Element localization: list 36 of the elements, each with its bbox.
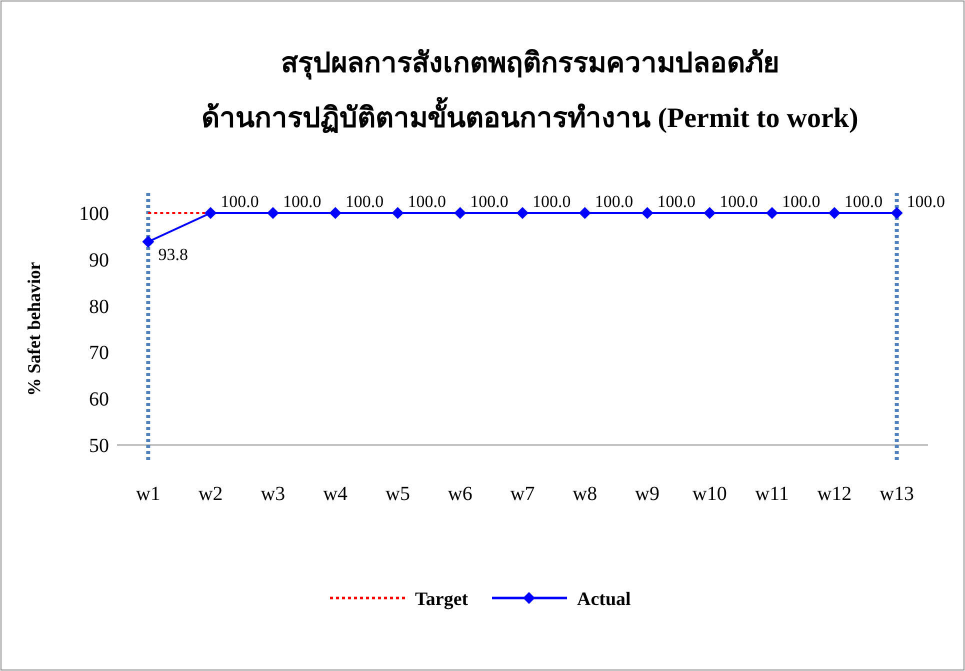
y-axis-title: % Safet behavior: [24, 262, 44, 396]
x-tick-label: w13: [880, 483, 914, 505]
data-label: 100.0: [532, 192, 571, 211]
y-tick-label: 80: [89, 296, 109, 318]
x-tick-label: w6: [448, 483, 472, 505]
data-label: 100.0: [782, 192, 820, 211]
x-tick-label: w2: [198, 483, 223, 505]
data-label: 100.0: [408, 192, 446, 211]
y-tick-label: 90: [89, 249, 109, 272]
y-tick-label: 50: [89, 435, 109, 457]
data-label: 100.0: [470, 192, 508, 211]
data-label: 100.0: [844, 192, 883, 211]
data-label: 100.0: [906, 192, 946, 211]
x-tick-label: w1: [136, 483, 160, 505]
x-tick-label: w3: [260, 483, 286, 505]
x-tick-label: w12: [817, 483, 852, 505]
x-tick-label: w4: [323, 483, 348, 505]
data-label: 100.0: [220, 192, 259, 211]
data-label: 100.0: [594, 192, 634, 211]
data-label: 100.0: [720, 192, 758, 211]
data-label: 100.0: [282, 192, 322, 211]
y-tick-label: 100: [79, 203, 109, 225]
legend-label: Actual: [577, 589, 631, 610]
y-tick-label: 60: [89, 388, 109, 411]
x-tick-label: w10: [692, 483, 727, 505]
chart-title: สรุปผลการสังเกตพฤติกรรมความปลอดภัย ด้านการปฏิบัติตามขั้นตอนการทำงาน (Permit to work): [202, 48, 858, 134]
data-label: 93.8: [158, 244, 188, 264]
data-label: 100.0: [657, 192, 696, 211]
x-tick-label: w8: [572, 483, 598, 505]
x-tick-label: w9: [635, 483, 660, 505]
y-tick-label: 70: [89, 342, 109, 364]
x-tick-label: w5: [386, 483, 410, 505]
x-tick-label: w7: [510, 483, 535, 505]
x-tick-label: w11: [755, 483, 789, 505]
legend-label: Target: [415, 589, 469, 610]
data-label: 100.0: [345, 192, 384, 211]
